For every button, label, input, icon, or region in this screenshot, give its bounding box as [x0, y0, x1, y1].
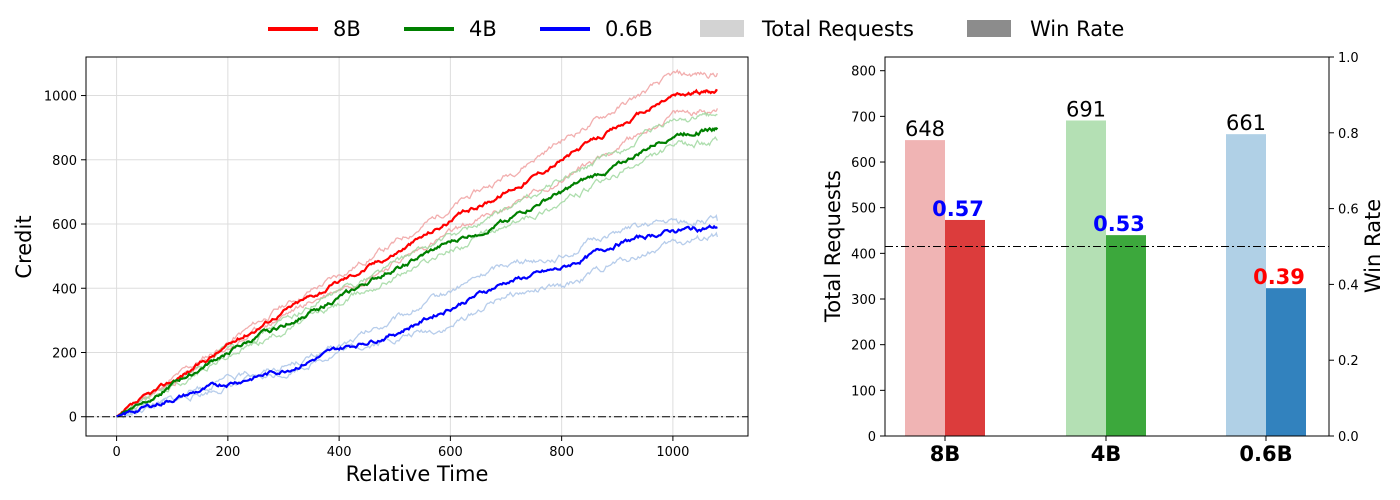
bar-total-requests-8b	[905, 140, 945, 436]
left-bands	[116, 68, 719, 419]
bar-win-rate-4b	[1106, 235, 1146, 436]
right-y-tick-label: 500	[851, 202, 876, 217]
left-lines	[116, 88, 719, 418]
right-y2-tick-label: 0.2	[1338, 354, 1359, 369]
bar-win-rate-8b	[945, 219, 985, 436]
left-x-axis-label: Relative Time	[346, 462, 489, 486]
right-y-tick-label: 400	[851, 247, 876, 262]
right-left-y-ticks: 0 100 200 300 400 500 600 700 800	[851, 65, 885, 445]
right-bar-labels: 648 0.57 691 0.53 661 0.39	[905, 97, 1305, 289]
right-x-tick-label-8b: 8B	[930, 442, 961, 466]
left-x-tick-label: 400	[327, 445, 352, 460]
series-8b-lower-trace	[116, 108, 718, 418]
right-bars	[905, 120, 1306, 437]
series-4b-mean-line	[116, 126, 719, 418]
legend-label: Total Requests	[761, 17, 914, 41]
bar-total-requests-4b	[1066, 120, 1106, 437]
right-x-tick-label-0-6b: 0.6B	[1239, 442, 1292, 466]
right-y-tick-label: 0	[868, 430, 876, 445]
legend-label: Win Rate	[1030, 17, 1124, 41]
right-y2-tick-label: 0.0	[1338, 430, 1359, 445]
right-y-tick-label: 100	[851, 384, 876, 399]
legend-patch-total-requests	[700, 20, 744, 37]
left-x-tick-label: 1000	[656, 445, 689, 460]
series-0-6b-lower-trace	[116, 231, 719, 419]
win-rate-label-4b: 0.53	[1093, 212, 1145, 236]
right-y-tick-label: 300	[851, 293, 876, 308]
total-requests-label-4b: 691	[1066, 97, 1106, 121]
legend-patch-win-rate	[967, 20, 1011, 37]
series-4b-lower-trace	[116, 136, 718, 418]
right-y-tick-label: 200	[851, 339, 876, 354]
right-y-tick-label: 600	[851, 156, 876, 171]
win-rate-label-0-6b: 0.39	[1253, 265, 1305, 289]
right-x-tick-label-4b: 4B	[1091, 442, 1122, 466]
total-requests-label-8b: 648	[905, 117, 945, 141]
right-y-axis-label: Total Requests	[821, 170, 845, 323]
left-y-tick-label: 600	[52, 218, 77, 233]
right-y-tick-label: 800	[851, 65, 876, 80]
series-8b-mean-line	[116, 88, 718, 418]
right-y2-tick-label: 0.8	[1338, 127, 1359, 142]
right-y-tick-label: 700	[851, 110, 876, 125]
right-x-ticks: 8B 4B 0.6B	[930, 436, 1293, 466]
left-y-tick-label: 0	[69, 411, 77, 426]
right-plot-frame	[884, 56, 1330, 437]
right-right-y-ticks: 0.0 0.2 0.4 0.6 0.8 1.0	[1329, 51, 1359, 445]
right-y2-tick-label: 1.0	[1338, 51, 1359, 66]
left-plot-frame	[85, 56, 749, 437]
bar-total-requests-0-6b	[1226, 134, 1266, 437]
left-x-tick-label: 200	[215, 445, 240, 460]
left-y-tick-label: 400	[52, 282, 77, 297]
right-y2-tick-label: 0.4	[1338, 278, 1359, 293]
right-y2-axis-label: Win Rate	[1361, 199, 1385, 293]
credit-line-chart: 0 200 400 600 800 1000 0 200 400 600 800 1000 Rela…	[12, 56, 749, 486]
legend-label: 8B	[333, 17, 361, 41]
series-0-6b-upper-trace	[116, 214, 719, 418]
legend: 8B 4B 0.6B Total Requests Win Rate	[268, 17, 1124, 41]
series-0-6b-mean-line	[116, 224, 718, 418]
total-requests-label-0-6b: 661	[1226, 111, 1266, 135]
legend-label: 0.6B	[605, 17, 653, 41]
bar-win-rate-0-6b	[1266, 288, 1306, 436]
right-y2-tick-label: 0.6	[1338, 203, 1359, 218]
left-y-tick-label: 800	[52, 154, 77, 169]
left-x-tick-label: 800	[549, 445, 574, 460]
legend-label: 4B	[469, 17, 497, 41]
win-rate-label-8b: 0.57	[932, 197, 984, 221]
left-x-tick-label: 0	[112, 445, 120, 460]
left-y-ticks: 0 200 400 600 800 1000	[44, 90, 86, 426]
left-y-tick-label: 1000	[44, 90, 77, 105]
left-y-axis-label: Credit	[12, 215, 36, 278]
left-y-tick-label: 200	[52, 346, 77, 361]
left-x-ticks: 0 200 400 600 800 1000	[112, 436, 689, 460]
left-x-tick-label: 600	[438, 445, 463, 460]
